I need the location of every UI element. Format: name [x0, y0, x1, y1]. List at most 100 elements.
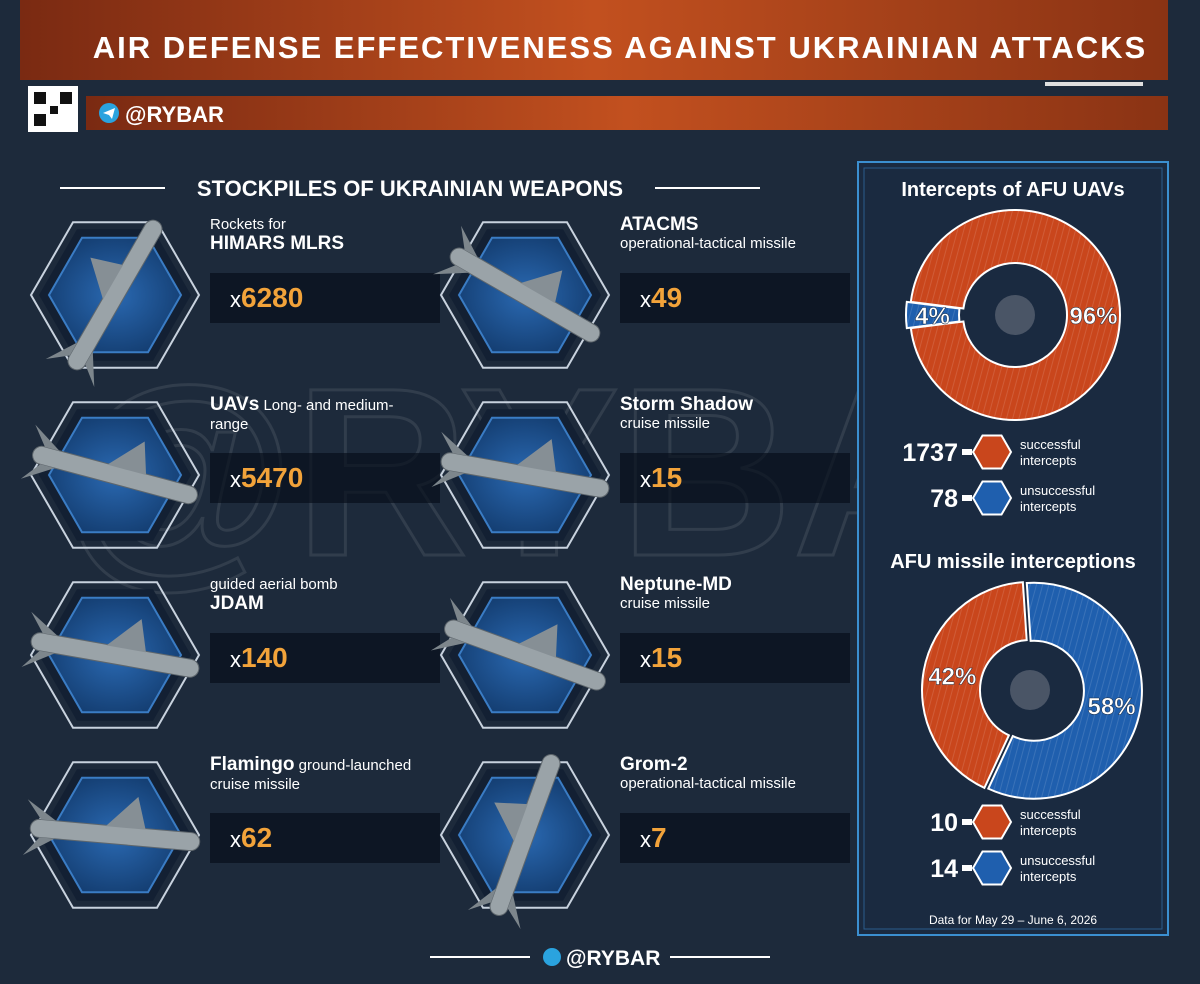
legend-count: 14: [930, 855, 958, 883]
page-title: AIR DEFENSE EFFECTIVENESS AGAINST UKRAIN…: [93, 30, 1147, 65]
weapon-count: x15: [640, 635, 682, 681]
telegram-plane: [103, 108, 115, 119]
hex-outer: [29, 581, 201, 729]
footer-handle: @RYBAR: [566, 947, 660, 970]
legend-count: 1737: [902, 439, 958, 467]
weapon-label: Neptune-MD cruise missile: [620, 575, 840, 613]
count-value: 49: [651, 282, 683, 313]
qr-mark: [60, 92, 72, 104]
handle: @RYBAR: [125, 102, 224, 127]
weapon-wing: [494, 802, 528, 842]
hex-outer: [439, 761, 611, 909]
weapon-description: operational-tactical missile: [620, 235, 796, 252]
weapon-fin: [21, 650, 55, 667]
handle-band: [86, 96, 1168, 130]
weapon-fin: [85, 351, 95, 387]
count-value: 6280: [241, 282, 304, 313]
count-box: [210, 453, 440, 503]
hex-outer: [439, 401, 611, 549]
weapon-wing: [520, 270, 563, 304]
section-title: STOCKPILES OF UKRAINIAN WEAPONS: [197, 176, 623, 201]
legend-label: unsuccessful intercepts: [1020, 853, 1095, 884]
value-label: 58%: [1088, 693, 1136, 720]
count-box: [210, 813, 440, 863]
weapon-count: x5470: [230, 455, 303, 501]
chart-title: Intercepts of AFU UAVs: [901, 179, 1124, 201]
hex-outer: [29, 761, 201, 909]
weapon-fin: [430, 637, 466, 651]
legend-count: 10: [930, 809, 958, 837]
legend-hex: [971, 804, 1013, 840]
weapon-description: Rockets for: [210, 216, 286, 233]
weapon-description: Long- and medium-range: [210, 397, 394, 433]
weapon-wing: [518, 624, 558, 658]
weapon-wing: [90, 257, 124, 300]
weapon-fin: [507, 894, 521, 930]
slice-texture: [988, 582, 1142, 799]
value-label: 96%: [1069, 303, 1117, 330]
qr-mark: [34, 92, 46, 104]
count-value: 7: [651, 822, 667, 853]
count-value: 5470: [241, 462, 304, 493]
hex-outer: [439, 581, 611, 729]
weapon-label: ATACMS operational-tactical missile: [620, 215, 840, 253]
legend-hex: [971, 850, 1013, 886]
count-box: [620, 273, 850, 323]
weapon-label: Flamingo ground-launched cruise missile: [210, 755, 430, 794]
weapon-count: x49: [640, 275, 682, 321]
weapon-name: ATACMS: [620, 214, 699, 235]
stats-panel: [857, 161, 1169, 936]
weapon-count: x140: [230, 635, 288, 681]
count-value: 140: [241, 642, 288, 673]
weapon-description: operational-tactical missile: [620, 775, 796, 792]
slice-texture: [906, 301, 960, 329]
count-box: [210, 633, 440, 683]
count-prefix: x: [230, 827, 241, 852]
count-box: [620, 633, 850, 683]
weapon-illustration: [21, 611, 200, 678]
weapon-count: x62: [230, 815, 272, 861]
weapon-label: Grom-2 operational-tactical missile: [620, 755, 840, 793]
stats-panel-inner: [863, 167, 1163, 930]
value-label: 4%: [915, 303, 950, 330]
count-value: 15: [651, 642, 683, 673]
chart-title: AFU missile interceptions: [890, 551, 1136, 573]
weapon-wing: [516, 439, 556, 473]
count-box: [210, 273, 440, 323]
weapon-label: UAVs Long- and medium-range: [210, 395, 430, 434]
legend-label: successful intercepts: [1020, 437, 1081, 468]
qr-mark: [50, 106, 58, 114]
weapon-description: ground-launched cruise missile: [210, 757, 412, 793]
legend-tick: [962, 819, 972, 825]
weapon-count: x7: [640, 815, 667, 861]
weapon-name: Storm Shadow: [620, 394, 754, 415]
count-prefix: x: [230, 467, 241, 492]
weapon-description: cruise missile: [620, 415, 711, 432]
weapon-name: HIMARS MLRS: [210, 233, 345, 254]
legend-label: successful intercepts: [1020, 807, 1081, 838]
weapon-name: UAVs: [210, 394, 260, 415]
weapon-label: guided aerial bomb JDAM: [210, 575, 430, 613]
weapon-fin: [22, 837, 55, 856]
count-prefix: x: [640, 827, 651, 852]
weapon-name: Grom-2: [620, 754, 688, 775]
legend-hex: [971, 434, 1013, 470]
header-band: [20, 0, 1168, 80]
legend-tick: [962, 865, 972, 871]
count-value: 15: [651, 462, 683, 493]
center-icon: [1010, 670, 1050, 710]
value-label: 42%: [928, 663, 976, 690]
count-prefix: x: [230, 647, 241, 672]
footnote: Data for May 29 – June 6, 2026: [929, 913, 1097, 927]
hex-outer: [439, 221, 611, 369]
count-box: [620, 813, 850, 863]
weapon-fin: [433, 265, 469, 275]
weapon-label: Storm Shadow cruise missile: [620, 395, 840, 433]
weapon-name: Neptune-MD: [620, 574, 732, 595]
telegram-icon: [543, 948, 561, 966]
legend-tick: [962, 495, 972, 501]
count-prefix: x: [640, 647, 651, 672]
weapon-wing: [105, 796, 146, 830]
